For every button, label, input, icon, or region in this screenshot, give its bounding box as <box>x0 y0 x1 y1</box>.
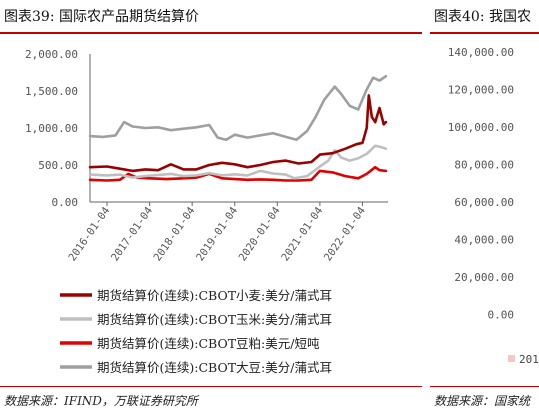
x-tick-label: 2018-01-04 <box>152 205 198 264</box>
right-y-tick-label: 40,000.00 <box>454 234 514 247</box>
y-tick-label: 1,000.00 <box>25 122 78 135</box>
right-y-axis: 140,000.00 120,000.00 100,000.00 80,000.00 6… <box>448 46 514 322</box>
legend-label: 期货结算价(连续):CBOT大豆:美分/蒲式耳 <box>97 360 332 375</box>
y-axis: 0.00 500.00 1,000.00 1,500.00 2,000.00 <box>25 48 91 209</box>
data-source-partial: 数据来源：国家统 <box>434 394 531 408</box>
x-tick-label: 2020-01-04 <box>237 205 283 264</box>
right-y-tick-label: 140,000.00 <box>448 46 514 59</box>
chart-legend: 期货结算价(连续):CBOT小麦:美分/蒲式耳期货结算价(连续):CBOT玉米:… <box>60 288 332 375</box>
y-tick-label: 1,500.00 <box>25 85 78 98</box>
x-tick-label: 2021-01-04 <box>279 205 325 264</box>
series-line <box>88 94 388 173</box>
y-tick-label: 2,000.00 <box>25 48 78 61</box>
x-tick-label: 2019-01-04 <box>194 205 240 264</box>
data-source: 数据来源：IFIND，万联证券研究所 <box>4 394 198 408</box>
x-tick-label: 2017-01-04 <box>109 205 155 264</box>
right-chart-panel: 图表40: 我国农 140,000.00 120,000.00 100,000.00… <box>430 0 539 414</box>
right-y-tick-label: 20,000.00 <box>454 271 514 284</box>
y-tick-label: 500.00 <box>38 159 78 172</box>
series-line <box>88 74 388 142</box>
right-chart-partial: 140,000.00 120,000.00 100,000.00 80,000.00 6… <box>448 46 539 366</box>
source-divider-right <box>430 386 539 387</box>
x-axis: 2016-01-042017-01-042018-01-042019-01-04… <box>66 201 388 264</box>
series-layer <box>88 74 388 182</box>
series-line <box>88 144 388 180</box>
x-tick-label: 2022-01-04 <box>322 205 368 264</box>
right-legend: 201 <box>508 353 539 366</box>
x-tick-label: 2016-01-04 <box>66 205 112 264</box>
title-divider <box>0 32 422 34</box>
title-divider-right <box>430 32 539 34</box>
chart-title-partial: 图表40: 我国农 <box>434 9 531 25</box>
right-y-tick-label: 100,000.00 <box>448 121 514 134</box>
source-divider <box>0 386 422 387</box>
right-y-tick-label: 120,000.00 <box>448 84 514 97</box>
line-chart: 0.00 500.00 1,000.00 1,500.00 2,000.00 2016-… <box>25 48 388 375</box>
right-y-tick-label: 60,000.00 <box>454 196 514 209</box>
right-legend-swatch <box>508 355 515 362</box>
legend-label: 期货结算价(连续):CBOT小麦:美分/蒲式耳 <box>97 288 332 303</box>
legend-label: 期货结算价(连续):CBOT豆粕:美元/短吨 <box>97 336 320 351</box>
right-y-tick-label: 80,000.00 <box>454 159 514 172</box>
y-tick-label: 0.00 <box>52 196 79 209</box>
right-y-tick-label: 0.00 <box>488 309 515 322</box>
chart-title: 图表39: 国际农产品期货结算价 <box>4 9 199 25</box>
left-chart-panel: 图表39: 国际农产品期货结算价 0.00 500.00 1,000.00 1,500… <box>0 9 422 408</box>
right-legend-label: 201 <box>519 353 539 366</box>
legend-label: 期货结算价(连续):CBOT玉米:美分/蒲式耳 <box>97 312 332 327</box>
